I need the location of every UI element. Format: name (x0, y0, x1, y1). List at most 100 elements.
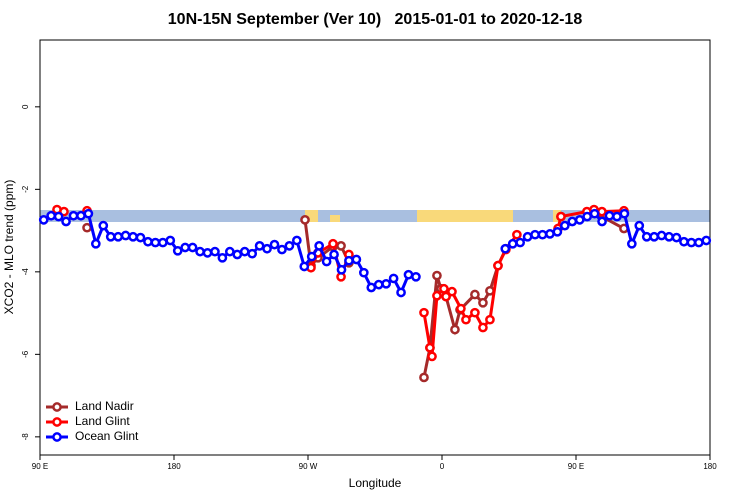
data-point (686, 237, 697, 248)
x-tick-label: 180 (703, 462, 717, 471)
series-line (303, 211, 625, 378)
y-tick-label: -4 (21, 268, 30, 276)
legend-marker (52, 417, 62, 427)
data-point (411, 271, 421, 282)
data-point (537, 229, 548, 240)
data-point (172, 245, 183, 256)
data-point (90, 238, 101, 249)
data-point (321, 256, 332, 267)
data-point (574, 215, 585, 225)
data-point (128, 231, 138, 242)
data-point (202, 248, 213, 258)
data-point (403, 269, 414, 280)
data-point (693, 237, 704, 248)
y-tick-label: 0 (21, 104, 30, 109)
data-point (150, 237, 161, 248)
data-point (522, 231, 533, 242)
data-point (461, 314, 471, 325)
x-tick-label: 90 E (32, 462, 48, 471)
data-point (701, 235, 712, 246)
data-point (582, 211, 593, 222)
data-point (567, 216, 578, 227)
land-strip (417, 210, 513, 222)
data-point (344, 255, 354, 266)
y-tick-label: -2 (21, 185, 30, 193)
data-point (336, 240, 346, 251)
land-strip (330, 215, 340, 222)
data-point (351, 254, 362, 265)
data-point (478, 322, 488, 333)
data-point (556, 211, 566, 222)
data-point (328, 238, 338, 249)
data-point (314, 240, 325, 251)
data-point (210, 246, 220, 257)
data-point (269, 239, 280, 250)
data-point (53, 211, 64, 222)
data-point (38, 215, 49, 225)
data-point (641, 231, 652, 242)
data-point (500, 243, 511, 254)
data-point (619, 208, 630, 219)
series (38, 208, 712, 298)
data-point (306, 251, 317, 262)
data-point (61, 216, 71, 227)
data-point (135, 232, 146, 243)
data-point (291, 235, 302, 246)
data-point (419, 307, 429, 318)
data-point (419, 372, 429, 383)
data-point (83, 208, 94, 219)
data-point (180, 242, 191, 253)
data-point (254, 240, 265, 251)
data-point (284, 240, 295, 251)
data-point (507, 238, 518, 249)
data-point (76, 210, 86, 221)
data-point (559, 220, 570, 231)
data-point (82, 222, 92, 233)
plot-frame (39, 39, 711, 456)
series-line (42, 211, 707, 296)
ocean-strip (40, 210, 710, 222)
data-point (441, 291, 451, 302)
data-point (217, 252, 228, 263)
data-point (68, 210, 79, 221)
data-point (456, 303, 466, 314)
data-point (373, 279, 384, 290)
data-point (388, 273, 399, 284)
data-point (358, 267, 369, 278)
data-point (664, 231, 674, 242)
data-point (366, 282, 377, 293)
data-point (46, 210, 57, 221)
data-point (432, 270, 442, 281)
data-point (485, 314, 495, 325)
legend-label: Ocean Glint (75, 429, 139, 443)
data-point (105, 231, 116, 242)
data-point (493, 260, 503, 271)
x-tick-label: 90 E (568, 462, 584, 471)
data-point (470, 289, 480, 300)
data-point (396, 287, 406, 298)
data-point (187, 242, 198, 253)
legend-label: Land Glint (75, 414, 130, 428)
data-point (447, 286, 457, 297)
data-point (530, 229, 540, 240)
data-point (432, 290, 442, 301)
data-point (98, 220, 109, 231)
x-tick-label: 0 (440, 462, 445, 471)
data-point (262, 243, 272, 254)
data-point (478, 297, 488, 308)
y-tick-label: -6 (21, 350, 30, 358)
data-point (300, 215, 310, 225)
data-point (157, 237, 168, 248)
legend-marker (52, 432, 62, 442)
data-point (656, 230, 667, 241)
data-point (277, 244, 287, 255)
data-point (113, 231, 124, 242)
data-point (671, 232, 682, 243)
legend-marker (52, 402, 62, 412)
data-point (165, 235, 176, 246)
y-tick-label: -8 (21, 433, 30, 441)
data-point (329, 249, 339, 260)
